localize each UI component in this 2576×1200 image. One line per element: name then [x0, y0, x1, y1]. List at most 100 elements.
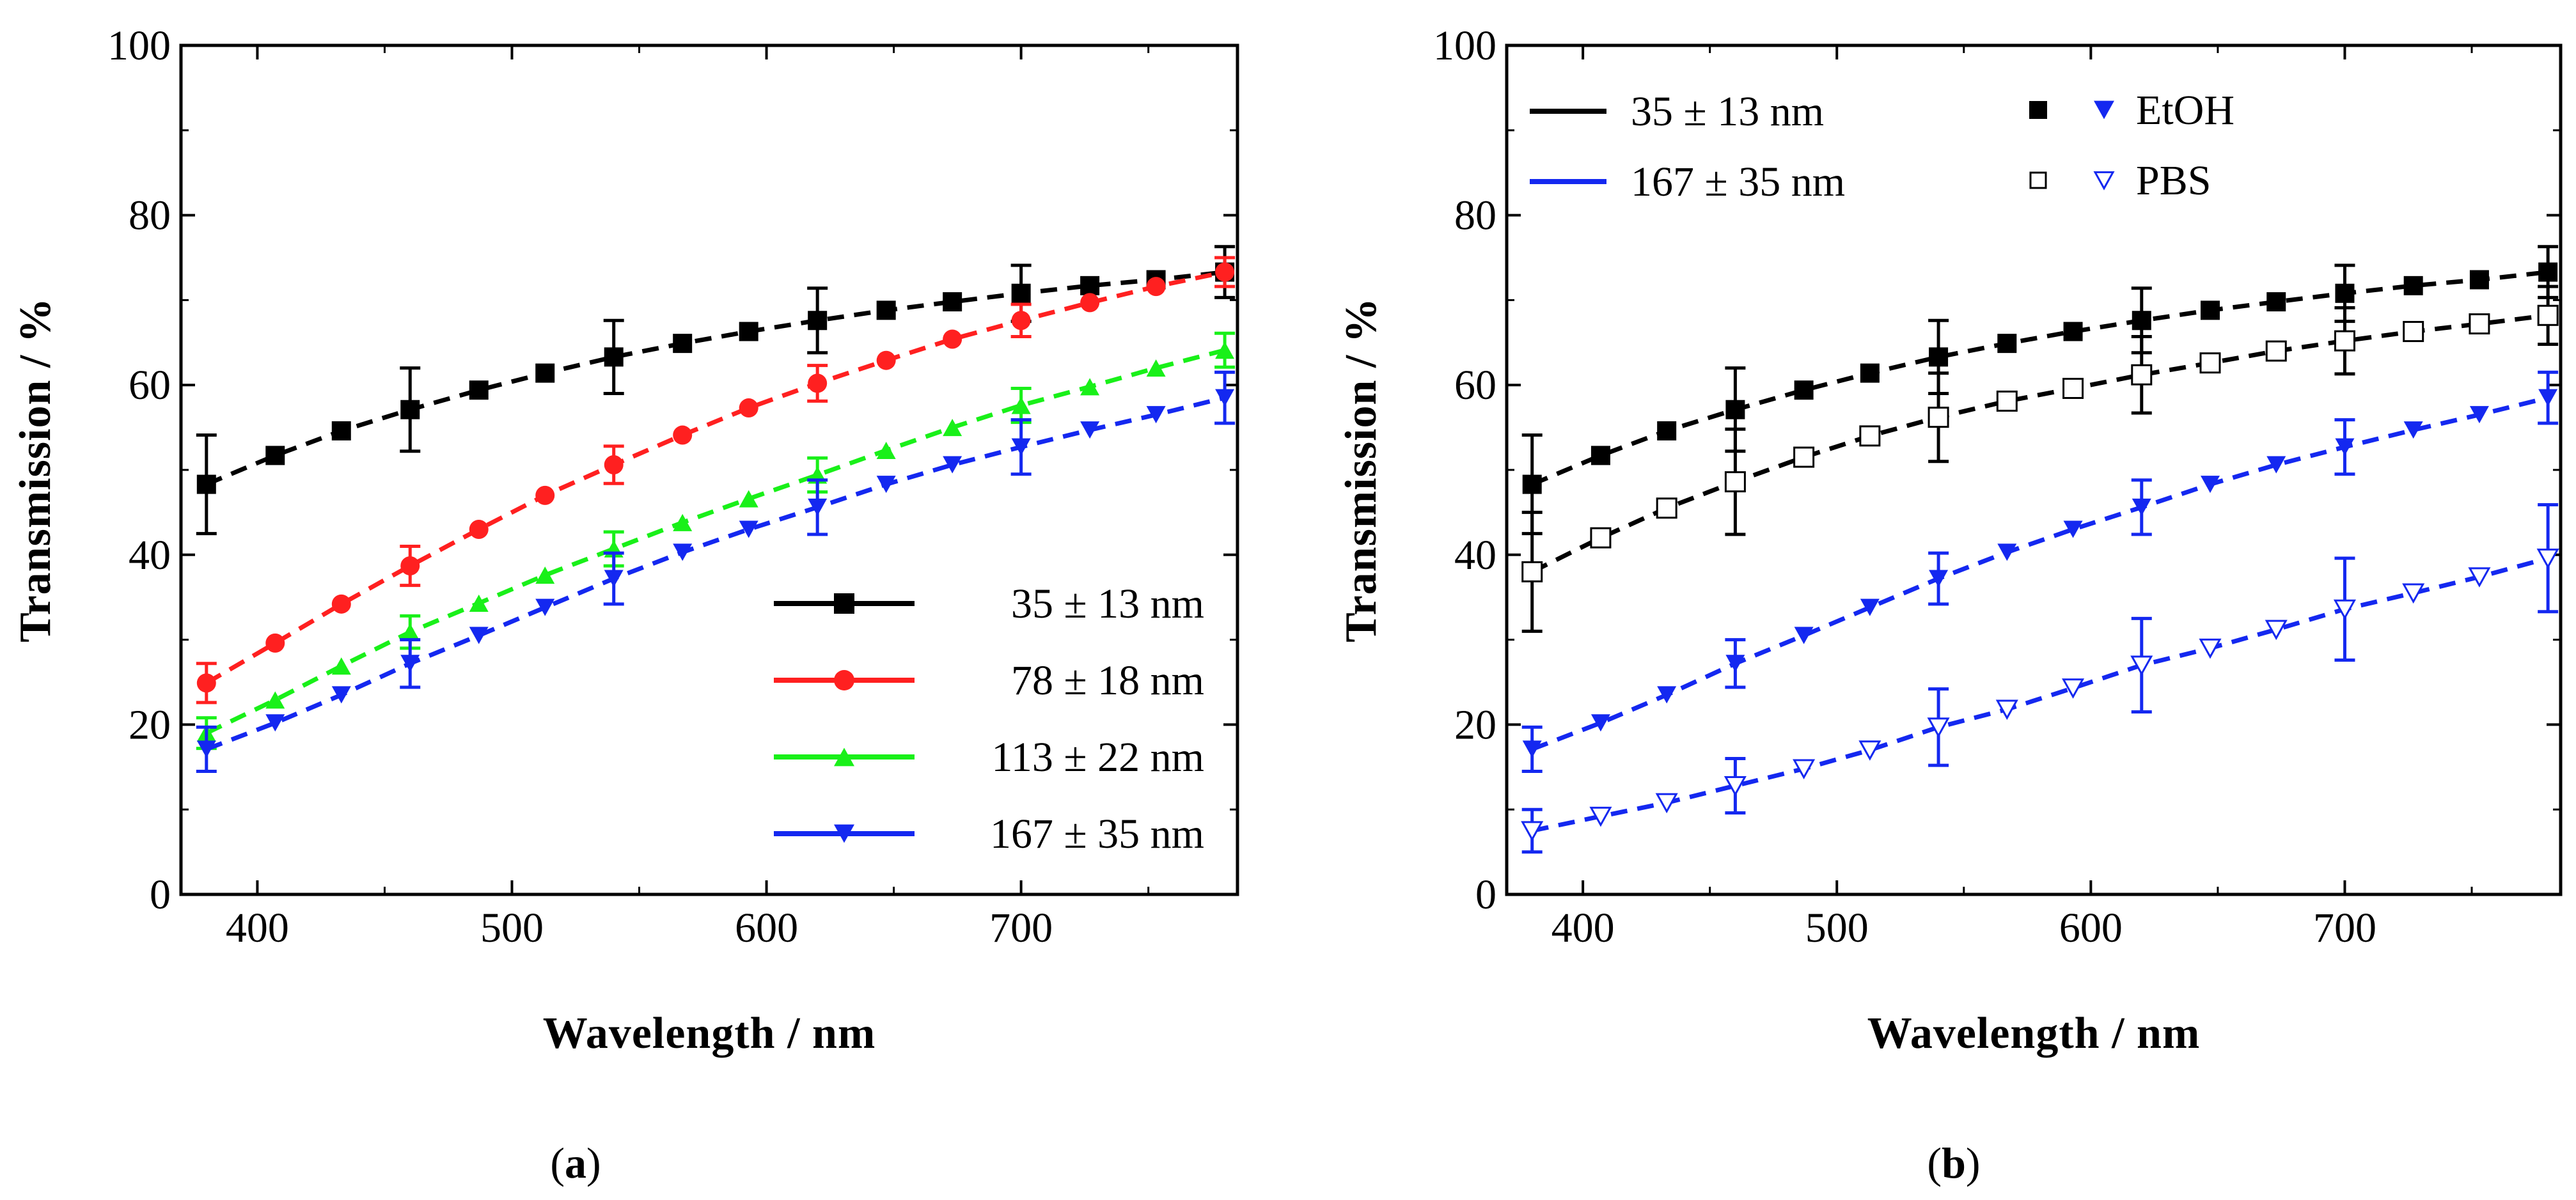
panel-b-data-point: [2538, 389, 2558, 407]
panel-b-series-line: [1531, 556, 2549, 833]
panel-b-data-point: [2536, 549, 2559, 569]
panel-b-y-tick-label: 40: [1454, 532, 1496, 579]
panel-a-y-tick-label: 80: [129, 192, 171, 239]
panel-b-data-point: [2200, 476, 2220, 494]
panel-a-data-point: [943, 419, 962, 437]
panel-a-series-line: [205, 395, 1225, 752]
panel-b-data-point: [2335, 283, 2355, 303]
panel-b-data-point: [2335, 438, 2355, 456]
panel-b-data-point: [1929, 570, 1949, 588]
panel-b-x-tick-label: 400: [1551, 905, 1615, 951]
panel-a-y-tick-label: 100: [107, 22, 171, 69]
panel-b-data-point: [1997, 543, 2017, 561]
panel-a-data-point: [739, 322, 758, 341]
panel-a-data-point: [604, 347, 624, 367]
panel-b-series-line: [1531, 395, 2549, 752]
panel-b-data-point: [2403, 321, 2424, 343]
panel-b-x-tick-label: 500: [1805, 905, 1869, 951]
panel-b-data-point: [1997, 334, 2017, 354]
panel-a-data-point: [604, 570, 624, 588]
panel-a-data-point: [400, 623, 420, 641]
panel-b-data-point: [1996, 390, 2018, 412]
panel-a-data-point: [943, 456, 962, 474]
panel-b-series-3: [1521, 503, 2559, 854]
panel-a-x-tick-label: 400: [226, 905, 289, 951]
panel-a-x-tick-label: 600: [735, 905, 798, 951]
panel-b-data-point: [2131, 364, 2153, 386]
panel-b-data-point: [1656, 497, 1677, 519]
panel-a-data-point: [876, 476, 896, 494]
panel-a-series-line: [205, 348, 1225, 735]
panel-a-data-point: [331, 421, 351, 440]
panel-b-data-point: [2132, 498, 2151, 516]
panel-a-data-point: [400, 556, 420, 576]
panel-b-data-point: [1725, 400, 1745, 419]
panel-a-data-point: [1215, 341, 1235, 359]
panel-a-data-point: [265, 633, 285, 653]
panel-a-data-point: [535, 363, 555, 383]
panel-b-legend-marker: [2094, 100, 2114, 120]
panel-b-x-axis-title: Wavelength / nm: [1867, 1009, 2201, 1058]
panel-a-y-tick-label: 20: [129, 701, 171, 748]
panel-a-x-axis-title: Wavelength / nm: [543, 1009, 876, 1058]
panel-a-data-point: [673, 543, 693, 561]
panel-a-legend-label: 78 ± 18 nm: [1011, 657, 1204, 704]
panel-a-data-point: [1146, 359, 1166, 377]
panel-a-data-point: [400, 400, 420, 419]
panel-a-legend-label: 35 ± 13 nm: [1011, 581, 1204, 627]
panel-a-data-point: [535, 566, 555, 584]
panel-b-data-point: [1794, 627, 1814, 644]
panel-b-data-point: [1724, 471, 1746, 493]
panel-a-data-point: [673, 513, 693, 531]
panel-b-data-point: [1929, 347, 1949, 367]
panel-a-data-point: [535, 485, 555, 505]
panel-b-data-point: [2469, 270, 2489, 290]
panel-b-data-point: [2200, 300, 2220, 320]
panel-a-data-point: [265, 714, 285, 732]
panel-b-x-tick-label: 600: [2059, 905, 2123, 951]
panel-a-data-point: [876, 300, 896, 320]
panel-b-data-point: [2266, 456, 2286, 474]
panel-a-data-point: [1146, 277, 1166, 297]
panel-b-y-tick-label: 80: [1454, 192, 1496, 239]
panel-b-series-2: [1521, 370, 2559, 773]
panel-a-series-line: [205, 270, 1225, 685]
panel-a-data-point: [1080, 276, 1100, 295]
panel-a-data-point: [196, 474, 216, 494]
panel-b-data-point: [2265, 340, 2287, 362]
panel-a-data-point: [739, 398, 758, 418]
panel-a-data-point: [196, 740, 216, 758]
panel-a-data-point: [469, 594, 489, 612]
panel-b-legend-line-label: 167 ± 35 nm: [1631, 159, 1845, 205]
panel-a-series-2: [196, 331, 1236, 751]
panel-b-data-point: [2063, 520, 2083, 538]
panel-b-data-point: [2266, 292, 2286, 312]
panel-a-legend-label: 167 ± 35 nm: [990, 811, 1204, 857]
panel-a-data-point: [876, 350, 896, 370]
panel-b-series-0: [1521, 245, 2559, 536]
panel-a-y-tick-label: 0: [150, 871, 171, 918]
panel-b: (b) 0 20 40 60 80 100 400 500 600 700 Wavelength /…: [1337, 22, 2563, 1187]
panel-b-data-point: [1655, 793, 1678, 814]
panel-b-data-point: [2334, 330, 2355, 352]
panel-b-data-point: [1928, 407, 1949, 428]
panel-b-data-point: [2062, 678, 2085, 699]
panel-b-data-point: [1859, 425, 1881, 447]
panel-a-data-point: [1080, 293, 1100, 313]
panel-b-data-point: [1590, 527, 1612, 549]
panel-b-legend-marker: [2029, 171, 2047, 189]
panel-a-data-point: [808, 311, 828, 331]
panel-b-y-tick-label: 100: [1433, 22, 1496, 69]
panel-b-data-point: [2265, 619, 2288, 641]
panel-a-y-axis-title: Transmission / %: [11, 297, 60, 643]
panel-b-data-point: [2403, 276, 2423, 295]
panel-a-legend-marker: [834, 824, 854, 843]
panel-a-data-point: [469, 627, 489, 644]
panel-b-data-point: [1794, 380, 1814, 400]
panel-a-legend-label: 113 ± 22 nm: [991, 734, 1204, 781]
panel-a-data-point: [1011, 438, 1031, 456]
panel-b-data-point: [1657, 421, 1677, 440]
panel-a-data-point: [673, 425, 693, 445]
panel-a-data-point: [265, 691, 285, 709]
